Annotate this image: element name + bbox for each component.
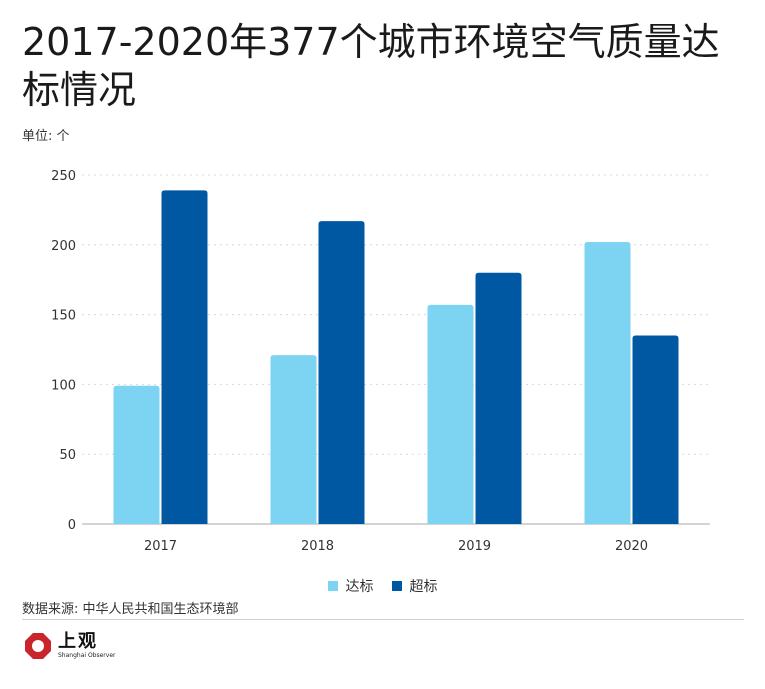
bar-standard [584,242,631,524]
bar-standard [427,304,474,524]
x-tick-label: 2019 [458,539,491,554]
legend-item-exceed: 超标 [391,576,438,596]
y-tick-label: 250 [51,169,76,184]
bar-exceed [475,272,522,524]
bar-exceed [632,335,679,524]
legend: 达标 超标 [0,576,765,596]
chart-title: 2017-2020年377个城市环境空气质量达标情况 [22,20,720,112]
bar-standard [270,355,317,524]
unit-label: 单位: 个 [22,129,70,144]
x-tick-label: 2020 [615,539,648,554]
brand-logo-icon [25,633,51,659]
y-tick-label: 100 [51,378,76,393]
bar-exceed [318,221,365,524]
brand-name-en: Shanghai Observer [58,652,116,659]
data-source: 数据来源: 中华人民共和国生态环境部 [22,602,239,617]
y-tick-label: 150 [51,309,76,324]
legend-swatch-standard [327,581,338,591]
footer-divider [22,619,744,620]
y-tick-label: 0 [68,518,76,533]
bar-exceed [161,190,208,524]
y-tick-label: 200 [51,239,76,254]
y-tick-label: 50 [59,448,76,463]
brand-name-cn: 上观 [58,631,98,652]
x-tick-label: 2017 [144,539,177,554]
bar-chart: 0 50 100 150 200 250 2017 2018 2019 2020 [51,169,710,554]
legend-item-standard: 达标 [327,576,374,596]
legend-label-exceed: 超标 [409,579,438,595]
x-tick-label: 2018 [301,539,334,554]
brand-logo: 上观 Shanghai Observer [24,632,115,660]
legend-label-standard: 达标 [345,579,374,595]
bar-standard [113,385,160,524]
legend-swatch-exceed [391,581,402,591]
